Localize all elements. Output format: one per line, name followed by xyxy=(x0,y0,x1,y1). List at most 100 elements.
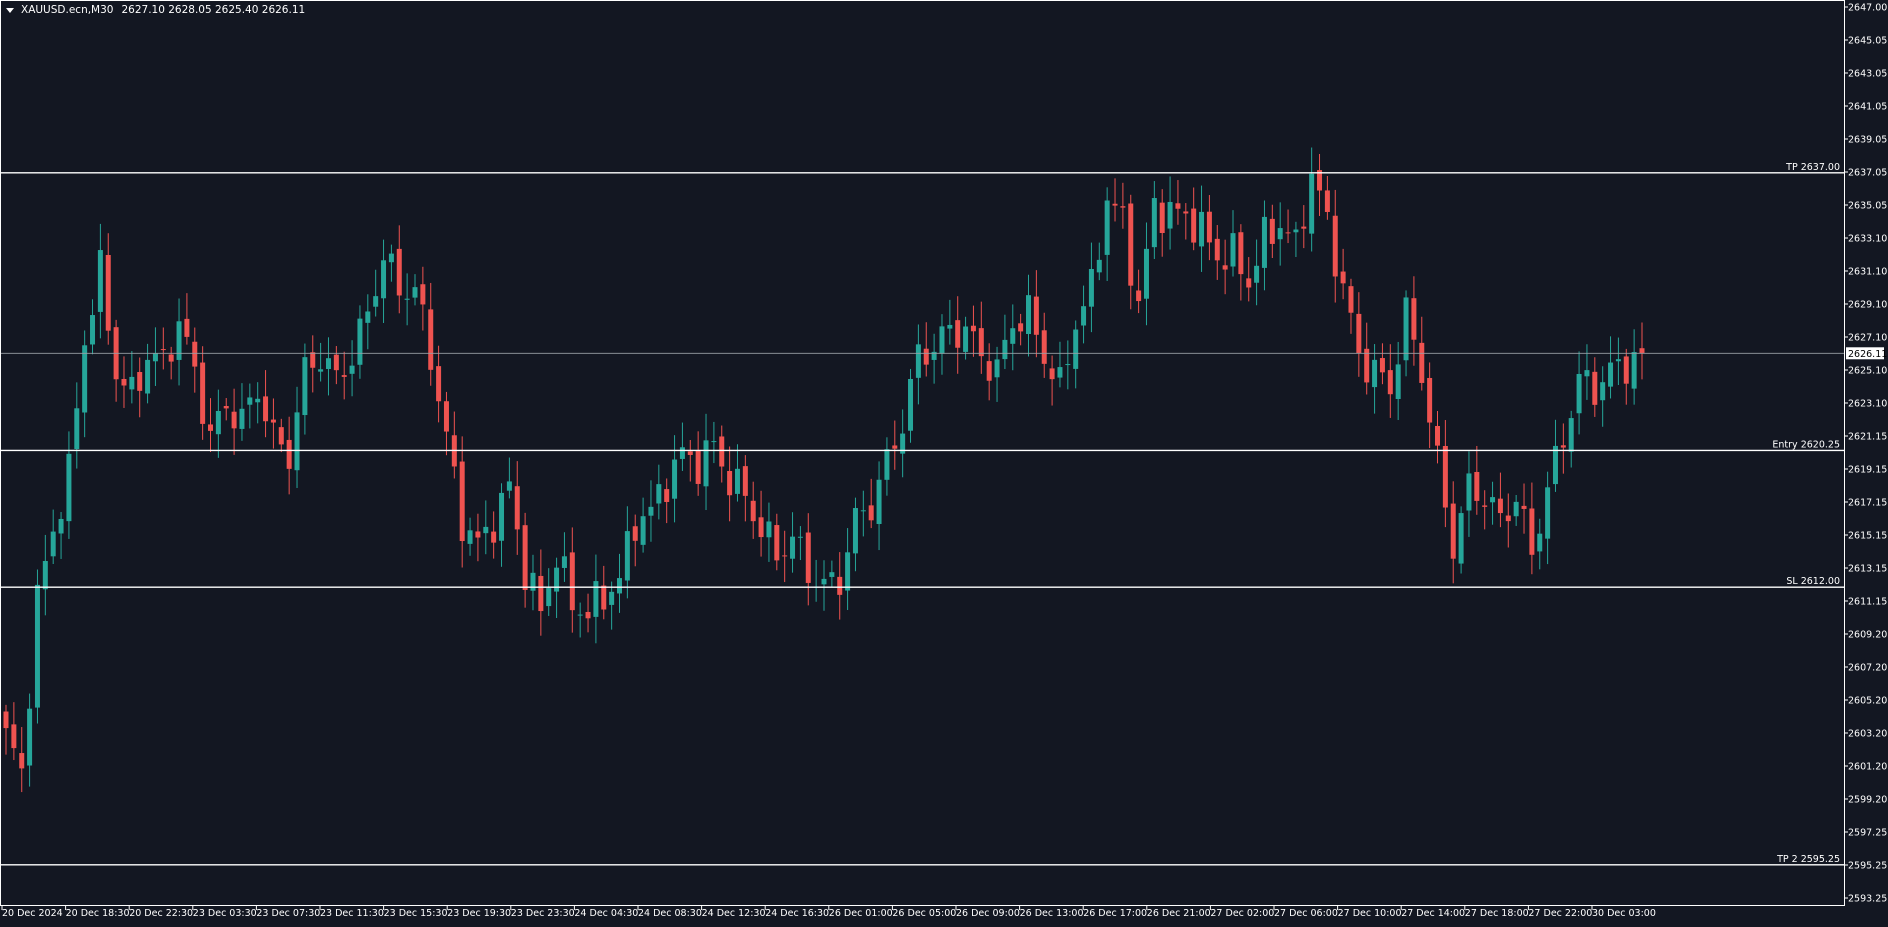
candle xyxy=(66,431,72,539)
candle-body xyxy=(963,326,969,352)
candle xyxy=(1395,341,1401,421)
candle xyxy=(1403,290,1409,377)
last-price-tag: 2626.11 xyxy=(1846,347,1887,360)
candle-body xyxy=(679,447,685,459)
candle-body xyxy=(263,396,269,422)
candle xyxy=(19,727,25,793)
candle xyxy=(1348,278,1354,334)
candle-body xyxy=(1411,298,1417,340)
level-label: SL 2612.00 xyxy=(1786,576,1840,587)
candle-body xyxy=(1379,358,1385,373)
candle-body xyxy=(168,354,174,362)
candle-body xyxy=(82,345,88,413)
candle xyxy=(970,305,976,357)
candle-body xyxy=(208,424,213,431)
candle xyxy=(1002,314,1008,370)
candle-body xyxy=(1277,228,1283,240)
candle-body xyxy=(318,369,324,372)
candle-body xyxy=(947,324,953,329)
candle-body xyxy=(1537,533,1543,552)
candle-body xyxy=(955,320,961,348)
candle xyxy=(499,483,505,567)
candle xyxy=(1151,181,1157,260)
candle-body xyxy=(184,318,190,337)
candle xyxy=(758,490,764,557)
candle xyxy=(208,398,213,452)
candle-body xyxy=(1230,233,1236,267)
candle-body xyxy=(1175,203,1181,209)
candle xyxy=(1324,175,1330,220)
candle-body xyxy=(711,441,717,443)
candle xyxy=(1600,366,1606,427)
candle xyxy=(1545,471,1551,565)
candle xyxy=(3,704,9,755)
candle xyxy=(601,565,607,620)
candle xyxy=(459,436,465,568)
candle-body xyxy=(1372,359,1378,388)
candle-body xyxy=(1356,313,1362,354)
y-tick-label: 2603.20 xyxy=(1848,729,1887,740)
candle xyxy=(1576,351,1582,435)
candle xyxy=(310,335,316,393)
candle-body xyxy=(105,255,111,331)
candle xyxy=(1088,242,1094,333)
candle xyxy=(986,343,992,401)
candle xyxy=(585,593,591,633)
candle xyxy=(687,439,693,482)
y-tick-label: 2623.10 xyxy=(1848,399,1887,410)
candle xyxy=(782,530,788,583)
candle xyxy=(365,294,371,350)
candle-body xyxy=(428,309,434,370)
candle-body xyxy=(1639,348,1645,354)
candle xyxy=(223,398,229,421)
candle xyxy=(381,239,387,323)
candle xyxy=(1238,224,1244,301)
candle-body xyxy=(1183,211,1189,214)
candle xyxy=(184,293,190,345)
candle-body xyxy=(200,362,206,424)
candle xyxy=(341,351,347,400)
candle-body xyxy=(270,419,276,423)
candle xyxy=(1379,343,1385,385)
candle-body xyxy=(34,584,40,708)
candle xyxy=(774,513,780,571)
candle xyxy=(1317,153,1323,216)
symbol-label: XAUUSD.ecn,M30 xyxy=(21,4,114,16)
candle xyxy=(837,552,843,620)
candle-body xyxy=(561,556,567,568)
candle-body xyxy=(1332,215,1338,277)
candle xyxy=(1411,276,1417,366)
x-tick-label: 27 Dec 02:00 xyxy=(1210,908,1274,919)
candle-body xyxy=(1560,445,1566,448)
candle-body xyxy=(1222,265,1228,270)
candle xyxy=(1490,481,1496,525)
candle-body xyxy=(365,311,371,323)
candle xyxy=(231,388,237,455)
candle-body xyxy=(538,575,544,612)
candle-body xyxy=(1285,232,1291,234)
candle-body xyxy=(923,348,929,365)
candle xyxy=(428,282,434,386)
candle xyxy=(1230,210,1236,277)
triangle-down-icon[interactable] xyxy=(6,7,14,13)
candle xyxy=(1497,472,1503,528)
candle-body xyxy=(58,518,64,534)
candle xyxy=(333,346,339,385)
candle xyxy=(1277,202,1283,266)
candle xyxy=(900,409,906,478)
candle-body xyxy=(569,552,575,611)
candle-body xyxy=(42,561,48,590)
candle xyxy=(1458,506,1464,574)
last-price-tag-bg xyxy=(1846,347,1884,360)
candle-body xyxy=(1301,226,1307,229)
candle-body xyxy=(286,439,292,469)
candle-body xyxy=(1576,373,1582,414)
y-tick-label: 2633.10 xyxy=(1848,234,1887,245)
y-tick-label: 2599.20 xyxy=(1848,795,1887,806)
x-tick-label: 27 Dec 18:00 xyxy=(1465,908,1529,919)
candle xyxy=(978,301,984,374)
candle xyxy=(860,490,866,537)
candle-body xyxy=(766,521,772,538)
